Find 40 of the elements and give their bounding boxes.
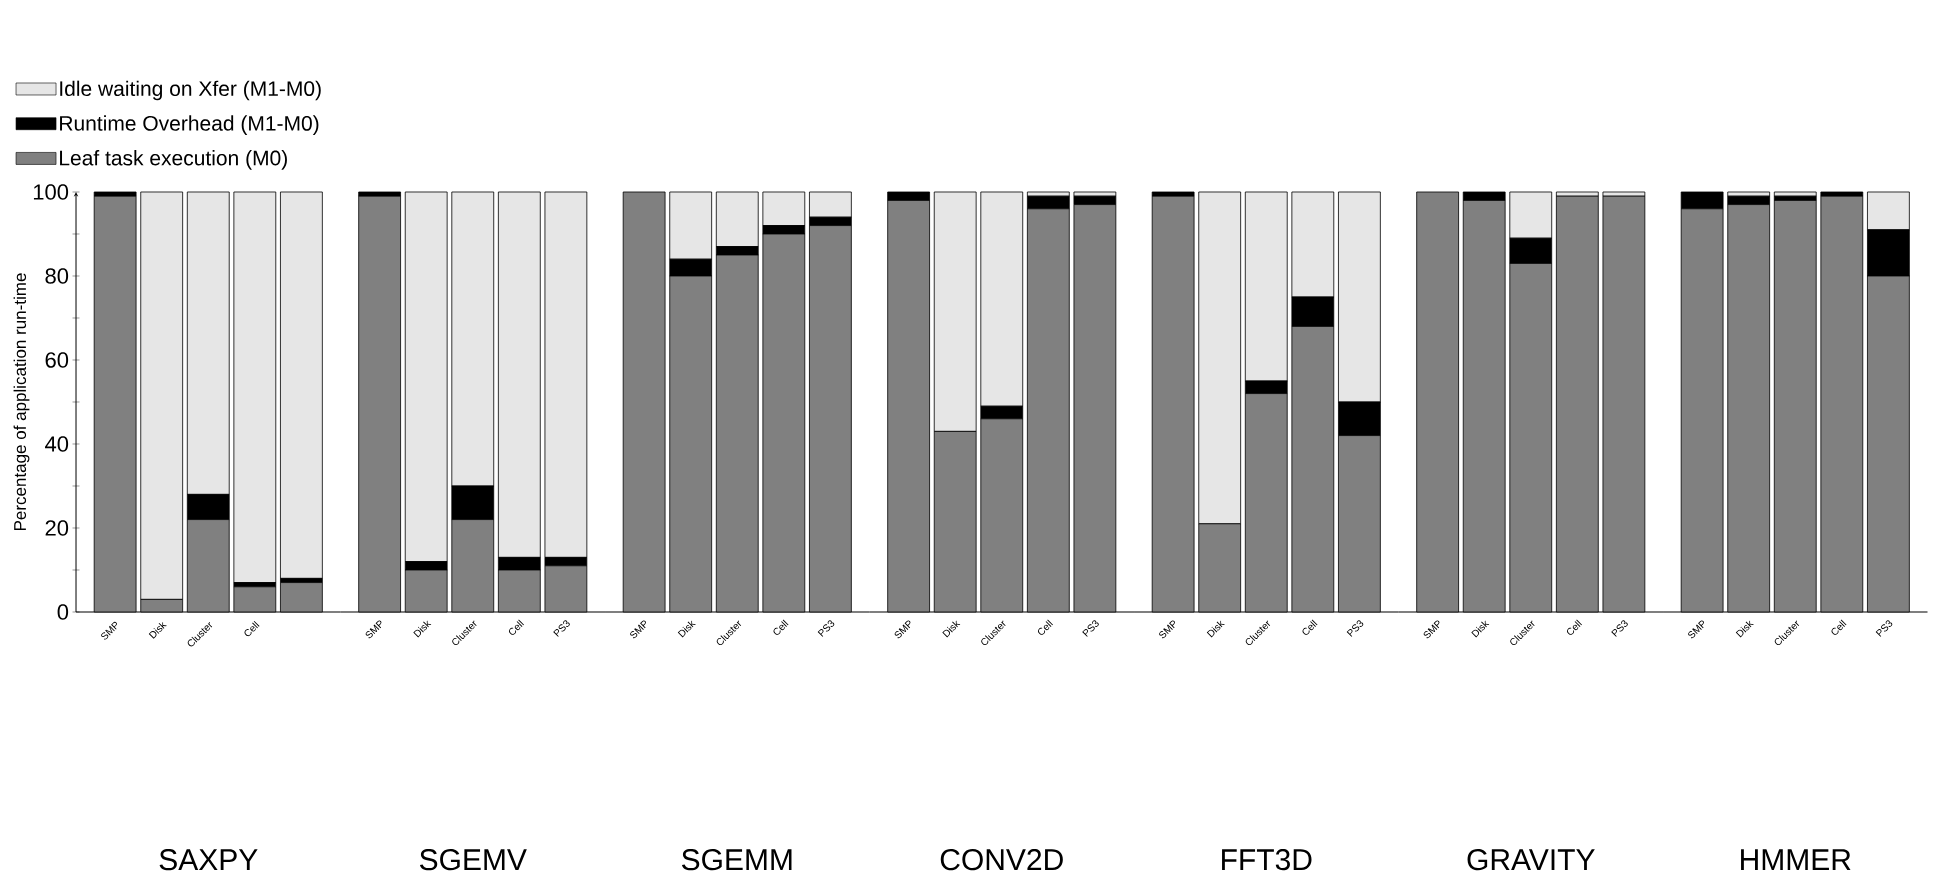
bar bbox=[280, 191, 323, 579]
x-tick-label: Disk bbox=[1735, 620, 1754, 638]
x-tick-label: Cell bbox=[244, 620, 260, 637]
x-tick-label: PS3 bbox=[817, 620, 835, 637]
x-tick-label: Disk bbox=[1471, 620, 1490, 638]
x-axis-title: GRAVITY bbox=[1467, 849, 1595, 871]
x-tick-label: Cell bbox=[1831, 619, 1847, 635]
y-tick-label: 100 bbox=[33, 184, 69, 200]
legend-label: Leaf task execution (M0) bbox=[60, 150, 287, 170]
x-axis-title: SAXPY bbox=[159, 849, 258, 871]
x-axis-title: SGEMM bbox=[681, 849, 792, 871]
x-tick-label: Cell bbox=[1302, 619, 1318, 635]
bar bbox=[1773, 191, 1817, 197]
x-tick-label: PS3 bbox=[1346, 620, 1364, 637]
x-tick-label: Cell bbox=[508, 619, 524, 635]
x-axis-title: FFT3D bbox=[1222, 849, 1312, 871]
x-tick-label: PS3 bbox=[1082, 620, 1099, 637]
x-tick-label: PS3 bbox=[553, 620, 570, 637]
x-tick-label: Cell bbox=[1037, 619, 1053, 635]
y-tick-label: 40 bbox=[45, 436, 69, 452]
legend-label: Idle waiting on Xfer (M1-M0) bbox=[60, 80, 321, 101]
y-tick-label: 80 bbox=[45, 268, 69, 284]
x-tick-label: Disk bbox=[413, 620, 432, 638]
x-tick-label: Disk bbox=[148, 621, 167, 639]
y-axis-title: Percentage of application run-time bbox=[13, 273, 30, 531]
x-axis-title: HMMER bbox=[1741, 849, 1851, 870]
x-tick-label: Disk bbox=[1206, 620, 1225, 638]
x-tick-label: Cell bbox=[773, 619, 789, 635]
y-tick-label: 60 bbox=[45, 352, 69, 368]
legend-label: Runtime Overhead (M1-M0) bbox=[60, 115, 319, 135]
x-axis-title: CONV2D bbox=[940, 849, 1063, 871]
bar bbox=[233, 191, 277, 583]
y-tick-label: 0 bbox=[57, 604, 69, 620]
x-tick-label: Disk bbox=[677, 620, 696, 638]
x-tick-label: PS3 bbox=[1875, 620, 1893, 637]
x-tick-label: PS3 bbox=[1611, 620, 1628, 637]
x-tick-label: Disk bbox=[942, 620, 961, 638]
y-tick-label: 20 bbox=[45, 520, 69, 536]
x-axis-title: SGEMV bbox=[419, 849, 527, 871]
x-tick-label: Cell bbox=[1566, 619, 1582, 635]
